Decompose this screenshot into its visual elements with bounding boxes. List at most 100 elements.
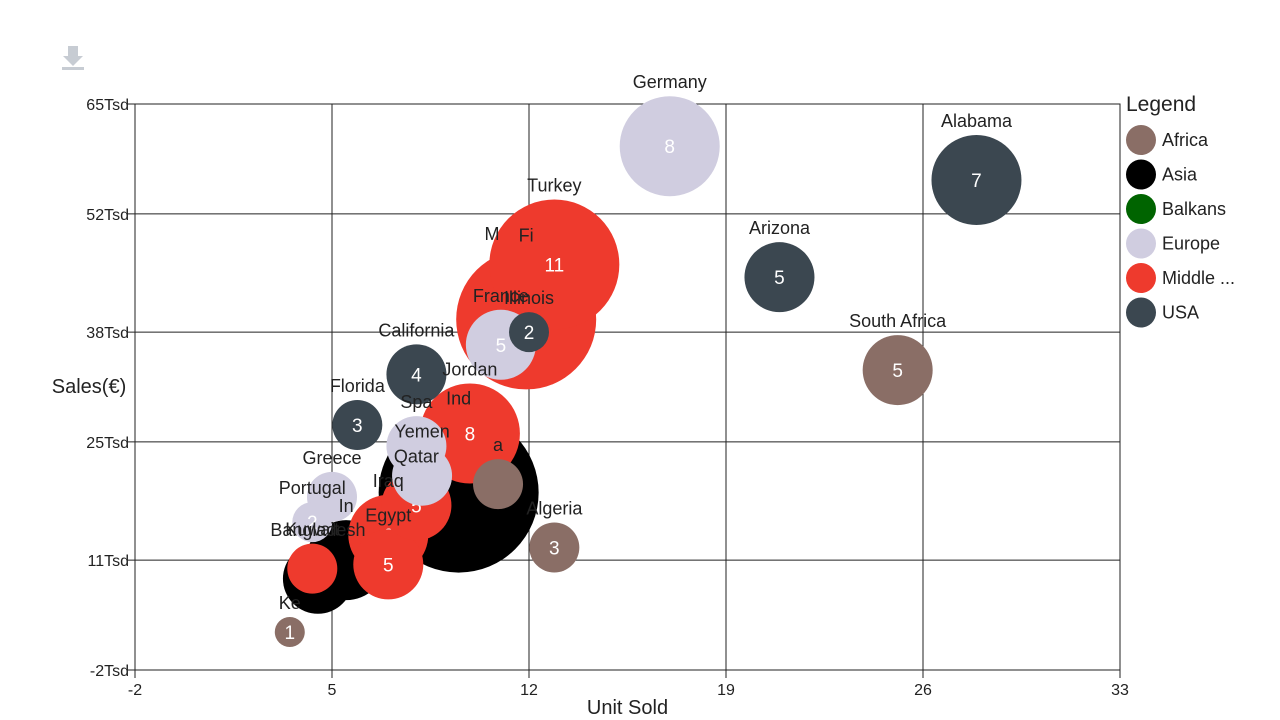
bubble-name-label: Alabama	[941, 111, 1013, 131]
bubble-name-label: Florida	[330, 376, 386, 396]
legend-item-asia[interactable]: Asia	[1126, 159, 1198, 190]
legend-label: Africa	[1162, 130, 1209, 150]
bubble-value-label: 3	[549, 539, 560, 560]
bubble-value-label: 5	[774, 268, 785, 289]
bubble-circle[interactable]	[862, 335, 933, 406]
bubble-value-label: 2	[524, 323, 535, 344]
legend-label: USA	[1162, 303, 1199, 323]
bubble-name-label: Greece	[302, 448, 361, 468]
y-tick-label: 52Tsd	[86, 207, 129, 224]
bubble-name-label: California	[378, 320, 455, 340]
bubble-circle[interactable]	[332, 400, 383, 451]
legend-item-balkans[interactable]: Balkans	[1126, 194, 1226, 224]
bubble-egypt[interactable]: 5	[353, 529, 424, 600]
bubble-name-label: Kuwait	[285, 520, 339, 540]
legend-label: Asia	[1162, 165, 1198, 185]
bubble-name-label: Qatar	[394, 446, 439, 466]
bubble-value-label: 3	[352, 416, 363, 437]
legend-swatch	[1126, 194, 1156, 224]
bubble-circle[interactable]	[353, 529, 424, 600]
bubble-name-label: Jordan	[442, 359, 497, 379]
bubble-arizona[interactable]: 5	[744, 242, 815, 313]
bubble-name-label: France	[473, 286, 529, 306]
bubble-name-label: Ke	[279, 593, 301, 613]
x-tick-label: 19	[717, 682, 735, 699]
x-tick-label: 12	[520, 682, 538, 699]
bubble-name-label: Iraq	[373, 471, 404, 491]
bubble-name-label: Illinois	[504, 288, 554, 308]
legend-label: Balkans	[1162, 199, 1226, 219]
legend-item-africa[interactable]: Africa	[1126, 125, 1209, 155]
bubble-name-label: Turkey	[527, 176, 581, 196]
bubble-name-label: Fi	[519, 225, 534, 245]
bubble-circle[interactable]	[392, 445, 453, 506]
x-axis-title: Unit Sold	[587, 697, 668, 719]
y-axis-title: Sales(€)	[52, 376, 126, 398]
bubble-name-label: In	[339, 496, 354, 516]
y-tick-label: 11Tsd	[87, 553, 129, 570]
x-tick-label: 33	[1111, 682, 1129, 699]
x-tick-label: 5	[328, 682, 337, 699]
tick-labels: -2 5 12 19 26 33-2Tsd11Tsd25Tsd38Tsd52Tsd65Ts…	[86, 97, 1129, 699]
bubble-circle[interactable]	[744, 242, 815, 313]
bubble-nigeria[interactable]	[473, 459, 524, 510]
annotation-label: M	[485, 224, 500, 244]
bubble-name-label: Spa	[400, 392, 433, 412]
bubble-value-label: 5	[411, 496, 422, 517]
bubble-circle[interactable]	[473, 459, 524, 510]
bubble-alabama[interactable]: 7	[931, 135, 1022, 226]
bubble-circle[interactable]	[489, 199, 620, 330]
bubble-circle[interactable]	[931, 135, 1022, 226]
bubble-portugal[interactable]: 2	[292, 502, 333, 543]
bubble-kenya[interactable]: 1	[274, 616, 305, 647]
bubble-circle[interactable]	[386, 344, 447, 405]
bubble-name-label: South Africa	[849, 311, 947, 331]
bubble-algeria[interactable]: 3	[529, 522, 580, 573]
bubble-name-label: Yemen	[394, 422, 449, 442]
legend-swatch	[1126, 297, 1156, 328]
legend-item-middle[interactable]: Middle ...	[1126, 263, 1235, 293]
bubble-value-label: 8	[664, 137, 675, 158]
bubble-value-label: 7	[971, 171, 982, 192]
bubble-name-label: a	[493, 435, 504, 455]
download-icon[interactable]	[62, 46, 84, 70]
bubble-value-label: 5	[383, 555, 394, 576]
bubbles: 118876555555433221	[274, 96, 1022, 647]
legend: Legend Africa Asia Balkans Europe Middle ...…	[1126, 93, 1235, 328]
bubble-value-label: 8	[465, 424, 476, 445]
bubble-florida[interactable]: 3	[332, 400, 383, 451]
bubble-kuwait[interactable]	[287, 543, 338, 594]
grid-lines	[127, 103, 1121, 678]
bubble-circle[interactable]	[292, 502, 333, 543]
legend-item-usa[interactable]: USA	[1126, 297, 1199, 328]
bubble-california[interactable]: 4	[386, 344, 447, 405]
bubble-south-africa[interactable]: 5	[862, 335, 933, 406]
bubble-illinois[interactable]: 2	[509, 312, 549, 353]
x-tick-label: 26	[914, 682, 932, 699]
bubble-circle[interactable]	[529, 522, 580, 573]
bubble-germany[interactable]: 8	[619, 96, 720, 197]
legend-item-europe[interactable]: Europe	[1126, 228, 1220, 259]
bubble-circle[interactable]	[287, 543, 338, 594]
bubble-circle[interactable]	[509, 312, 549, 353]
bubble-value-label: 11	[544, 256, 564, 277]
legend-title: Legend	[1126, 93, 1196, 116]
legend-label: Europe	[1162, 234, 1220, 254]
point-labels: Ind Fi Turkey Jordan Germany Alabama In Iraq Sou…	[270, 72, 1013, 613]
bubble-name-label: Bangladesh	[270, 520, 365, 540]
bubble-value-label: 5	[496, 336, 507, 357]
bubble-name-label: Arizona	[749, 218, 811, 238]
legend-swatch	[1126, 228, 1156, 259]
bubble-turkey[interactable]: 11	[489, 199, 620, 330]
y-tick-label: -2Tsd	[90, 663, 129, 680]
bubble-name-label: Egypt	[365, 505, 411, 525]
legend-swatch	[1126, 125, 1156, 155]
bubble-circle[interactable]	[619, 96, 720, 197]
bubble-circle[interactable]	[274, 616, 305, 647]
bubble-yemen[interactable]	[392, 445, 453, 506]
bubble-name-label: Ind	[446, 389, 471, 409]
bubble-value-label: 5	[892, 361, 903, 382]
legend-swatch	[1126, 159, 1156, 190]
y-tick-label: 25Tsd	[86, 435, 129, 452]
